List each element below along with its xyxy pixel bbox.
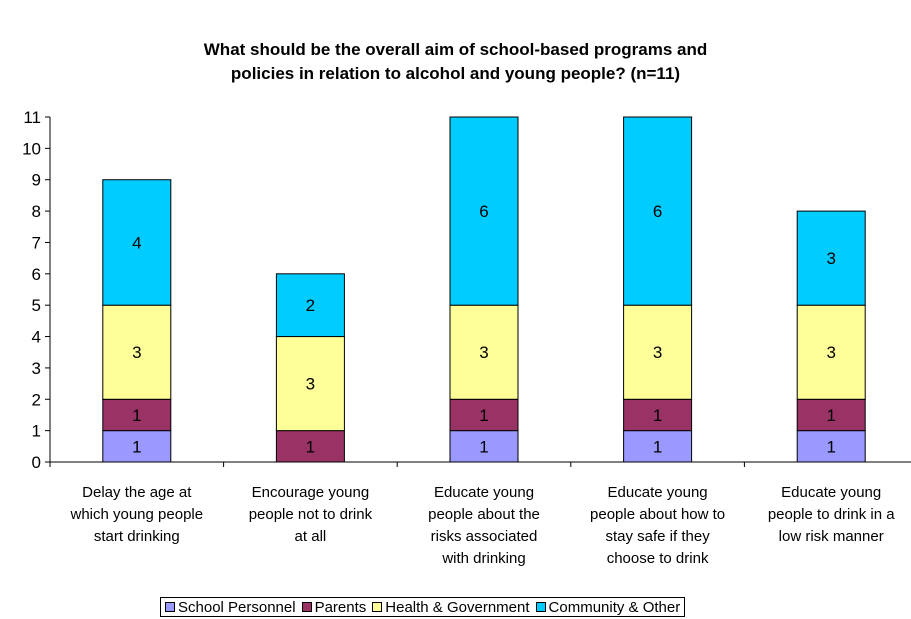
- bar-segment: [275, 336, 345, 432]
- legend-swatch: [372, 602, 383, 612]
- bar-segment: [796, 210, 866, 306]
- bar-segment: [449, 116, 519, 306]
- bar-segment: [623, 398, 693, 432]
- legend-label: School Personnel: [178, 598, 296, 616]
- x-tick-label: people about how to: [590, 506, 725, 523]
- legend-label: Community & Other: [548, 598, 681, 616]
- y-tick-label: 6: [32, 265, 41, 284]
- data-label: 1: [132, 437, 141, 456]
- y-tick-label: 7: [32, 233, 41, 252]
- legend-label: Health & Government: [385, 598, 530, 616]
- bar-segment: [449, 304, 519, 400]
- legend-item: School Personnel: [165, 599, 296, 616]
- y-tick-label: 3: [32, 359, 41, 378]
- x-tick-label: Encourage young: [252, 484, 370, 501]
- legend-item: Health & Government: [372, 598, 530, 616]
- y-tick-label: 9: [32, 171, 41, 190]
- y-tick-label: 8: [32, 202, 41, 221]
- y-tick-label: 0: [32, 453, 41, 472]
- y-tick-label: 2: [32, 390, 41, 409]
- chart-title-line-1: What should be the overall aim of school…: [203, 40, 708, 59]
- data-label: 3: [132, 343, 141, 362]
- legend-swatch: [301, 602, 312, 612]
- bar-segment: [102, 179, 172, 306]
- bar-segment: [275, 430, 345, 463]
- data-label: 3: [826, 343, 835, 362]
- legend: School Personnel Parents Health & Governme…: [160, 597, 686, 617]
- x-tick-label: people not to drink: [249, 506, 373, 523]
- y-tick-label: 4: [32, 328, 41, 347]
- x-tick-label: with drinking: [441, 550, 525, 567]
- data-label: 1: [132, 406, 141, 425]
- data-label: 1: [826, 406, 835, 425]
- data-label: 2: [306, 296, 315, 315]
- x-tick-label: start drinking: [94, 528, 180, 545]
- y-tick-label: 1: [32, 422, 41, 441]
- data-label: 1: [653, 406, 662, 425]
- x-tick-label: which young people: [69, 506, 203, 523]
- bar-segment: [623, 116, 693, 306]
- x-tick-label: Educate young: [781, 484, 881, 501]
- bar-segment: [275, 273, 345, 338]
- legend-label: Parents: [314, 598, 367, 616]
- x-tick-label: people about the: [428, 506, 540, 523]
- x-tick-label: stay safe if they: [605, 528, 710, 545]
- x-tick-label: low risk manner: [779, 528, 884, 545]
- y-tick-label: 10: [22, 139, 41, 158]
- y-tick-label: 11: [23, 108, 41, 127]
- x-tick-label: choose to drink: [607, 550, 709, 567]
- data-label: 1: [479, 437, 488, 456]
- data-label: 3: [306, 375, 315, 394]
- bar-segment: [623, 430, 693, 463]
- data-label: 1: [653, 437, 662, 456]
- legend-item: Parents: [301, 598, 367, 616]
- legend-swatch: [165, 602, 175, 612]
- data-label: 1: [479, 406, 488, 425]
- data-label: 1: [306, 437, 315, 456]
- bar-segment: [796, 398, 866, 432]
- legend-swatch: [535, 602, 546, 612]
- data-label: 3: [479, 343, 488, 362]
- x-tick-label: Delay the age at: [82, 484, 192, 501]
- x-tick-label: people to drink in a: [768, 506, 895, 523]
- data-label: 6: [653, 202, 662, 221]
- data-label: 4: [132, 233, 141, 252]
- bar-segment: [102, 304, 172, 400]
- bar-segment: [796, 430, 866, 463]
- x-tick-label: Educate young: [608, 484, 708, 501]
- x-tick-label: risks associated: [431, 528, 538, 545]
- data-label: 3: [826, 249, 835, 268]
- bar-segment: [623, 304, 693, 400]
- chart-title-line-2: policies in relation to alcohol and youn…: [230, 64, 681, 83]
- bar-segment: [449, 430, 519, 463]
- y-tick-label: 5: [32, 296, 41, 315]
- bar-segment: [796, 304, 866, 400]
- data-label: 3: [653, 343, 662, 362]
- legend-item: Community & Other: [535, 598, 681, 616]
- x-tick-label: Educate young: [434, 484, 534, 501]
- data-label: 1: [826, 437, 835, 456]
- bar-segment: [449, 398, 519, 432]
- data-label: 6: [479, 202, 488, 221]
- x-tick-label: at all: [295, 528, 327, 545]
